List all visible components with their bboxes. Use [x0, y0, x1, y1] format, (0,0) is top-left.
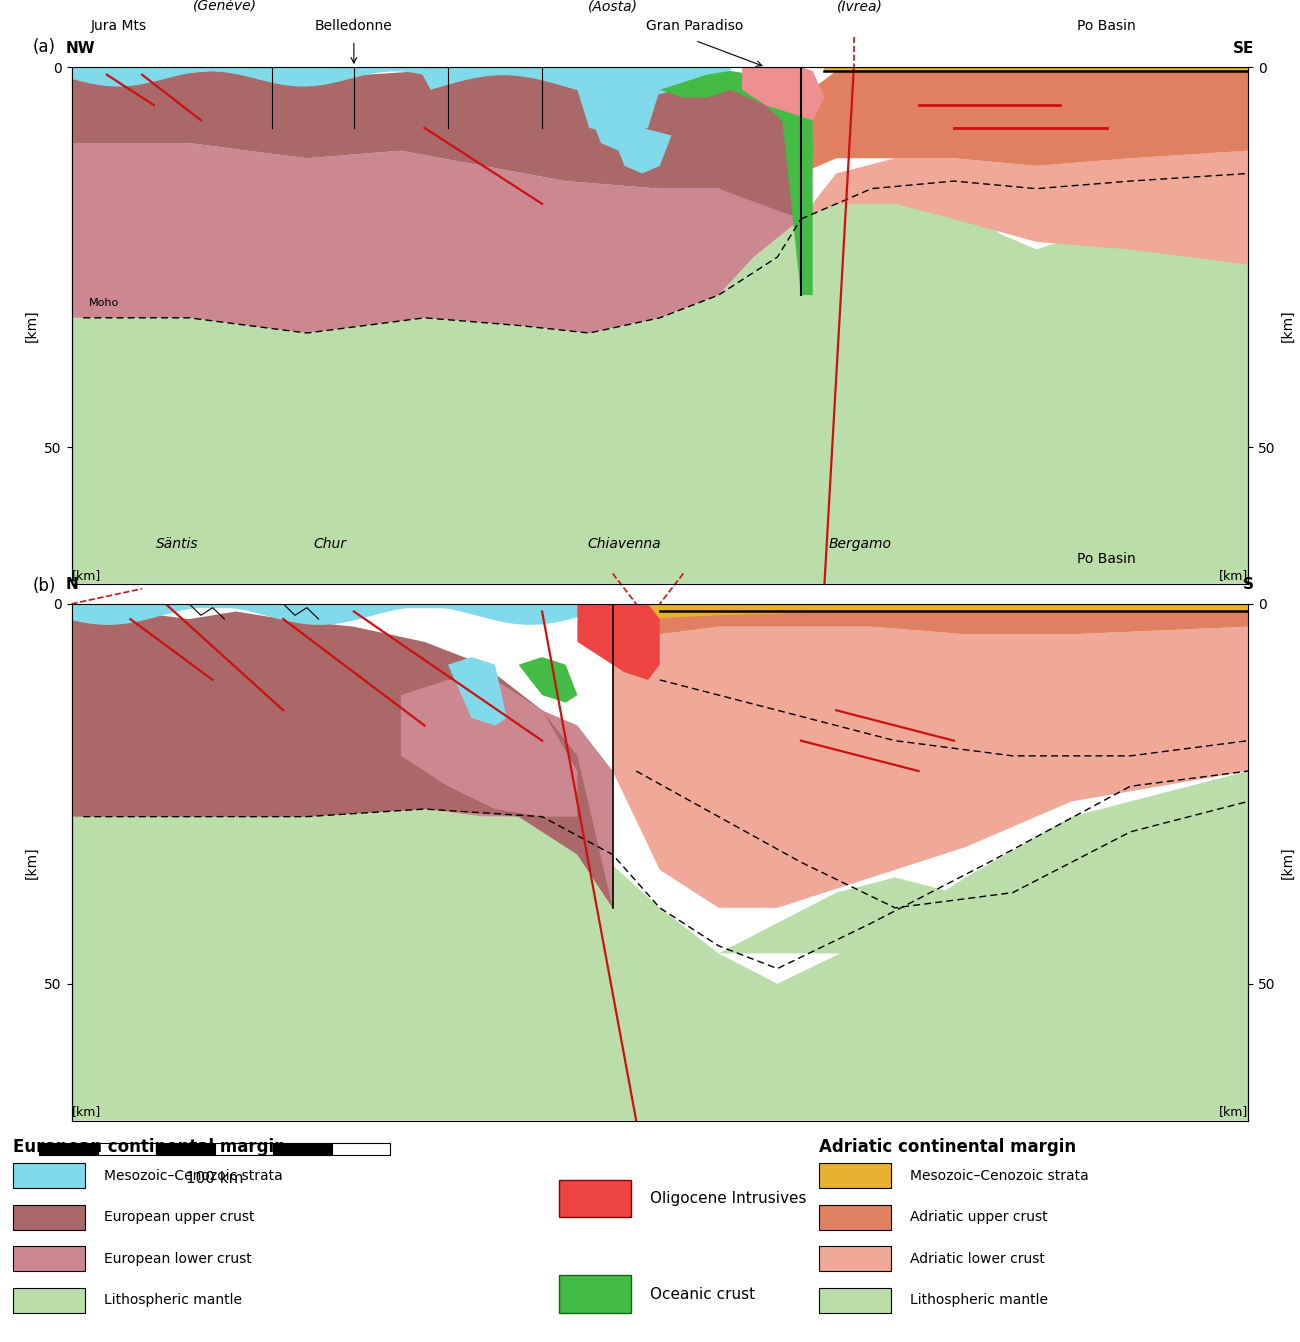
Polygon shape [72, 144, 801, 333]
Polygon shape [577, 82, 659, 136]
Polygon shape [801, 150, 1248, 264]
Text: Gotthard: Gotthard [465, 742, 525, 754]
Text: (Ivrea): (Ivrea) [837, 0, 883, 13]
Text: Lithospheric mantle: Lithospheric mantle [104, 1294, 242, 1307]
Text: Belledonne: Belledonne [315, 19, 393, 34]
Text: (a): (a) [32, 38, 56, 55]
Polygon shape [719, 878, 1071, 984]
Bar [819, 1247, 890, 1271]
Polygon shape [448, 658, 507, 726]
Polygon shape [824, 59, 1248, 71]
Text: Bergamo: Bergamo [828, 537, 892, 550]
Polygon shape [72, 204, 1248, 584]
Polygon shape [636, 600, 1248, 619]
Polygon shape [742, 59, 824, 121]
Bar [559, 1275, 630, 1312]
Bar [273, 1143, 332, 1154]
Polygon shape [612, 127, 672, 173]
Bar [39, 1143, 98, 1154]
Text: Po Basin: Po Basin [1078, 552, 1136, 566]
Text: Gran Paradiso: Gran Paradiso [646, 19, 744, 34]
Y-axis label: [km]: [km] [1280, 309, 1295, 342]
Polygon shape [801, 71, 1248, 173]
Text: Jura Mts: Jura Mts [91, 19, 147, 34]
Polygon shape [612, 612, 1248, 641]
Text: Oceanic crust: Oceanic crust [650, 1287, 755, 1302]
Bar [332, 1143, 390, 1154]
Bar [13, 1247, 84, 1271]
Text: Chur: Chur [313, 537, 347, 550]
Text: (Aosta): (Aosta) [588, 0, 638, 13]
Bar [98, 1143, 156, 1154]
Text: Adula: Adula [476, 696, 514, 709]
Text: Adriatic upper crust: Adriatic upper crust [910, 1210, 1048, 1224]
Bar [819, 1288, 890, 1312]
Polygon shape [72, 772, 1248, 1121]
Polygon shape [519, 658, 577, 703]
Text: (Genève): (Genève) [192, 0, 256, 13]
Text: [km]: [km] [1219, 569, 1248, 581]
Y-axis label: [km]: [km] [25, 309, 39, 342]
Polygon shape [612, 627, 1248, 907]
Polygon shape [72, 695, 612, 907]
Text: S: S [1243, 577, 1254, 592]
Text: Säntis: Säntis [156, 537, 199, 550]
Polygon shape [659, 71, 812, 158]
Text: Oligocene Intrusives: Oligocene Intrusives [650, 1190, 806, 1206]
Text: [km]: [km] [72, 1106, 101, 1118]
Polygon shape [824, 67, 1248, 71]
Bar [819, 1164, 890, 1188]
Text: Adriatic lower crust: Adriatic lower crust [910, 1252, 1045, 1266]
Text: Mesozoic–Cenozoic strata: Mesozoic–Cenozoic strata [910, 1169, 1089, 1182]
Bar [13, 1164, 84, 1188]
Polygon shape [589, 105, 647, 150]
Polygon shape [72, 71, 801, 219]
Text: Aar: Aar [248, 658, 272, 671]
Polygon shape [577, 589, 659, 680]
Text: Adriatic continental margin: Adriatic continental margin [819, 1138, 1076, 1157]
Bar [214, 1143, 273, 1154]
Text: [km]: [km] [1219, 1106, 1248, 1118]
Polygon shape [766, 67, 812, 295]
Text: NW: NW [65, 40, 95, 55]
Polygon shape [400, 680, 577, 817]
Text: Chiavenna: Chiavenna [588, 537, 662, 550]
Text: [km]: [km] [72, 569, 101, 581]
Text: European lower crust: European lower crust [104, 1252, 252, 1266]
Bar [156, 1143, 214, 1154]
Bar [819, 1205, 890, 1229]
Text: Moho: Moho [90, 804, 120, 815]
Text: SE: SE [1232, 40, 1254, 55]
Polygon shape [636, 596, 1248, 600]
Bar [559, 1180, 630, 1217]
Text: N: N [65, 577, 78, 592]
Y-axis label: [km]: [km] [25, 845, 39, 879]
Text: Mesozoic–Cenozoic strata: Mesozoic–Cenozoic strata [104, 1169, 283, 1182]
Text: Po Basin: Po Basin [1078, 19, 1136, 34]
Text: European continental margin: European continental margin [13, 1138, 286, 1157]
Text: (b): (b) [32, 577, 56, 595]
Bar [13, 1288, 84, 1312]
Text: 100 km: 100 km [186, 1172, 243, 1186]
Text: Lithospheric mantle: Lithospheric mantle [910, 1294, 1048, 1307]
Y-axis label: [km]: [km] [1280, 845, 1295, 879]
Polygon shape [801, 173, 1071, 326]
Bar [13, 1205, 84, 1229]
Text: European upper crust: European upper crust [104, 1210, 255, 1224]
Polygon shape [72, 612, 636, 1098]
Text: Moho: Moho [90, 298, 120, 307]
